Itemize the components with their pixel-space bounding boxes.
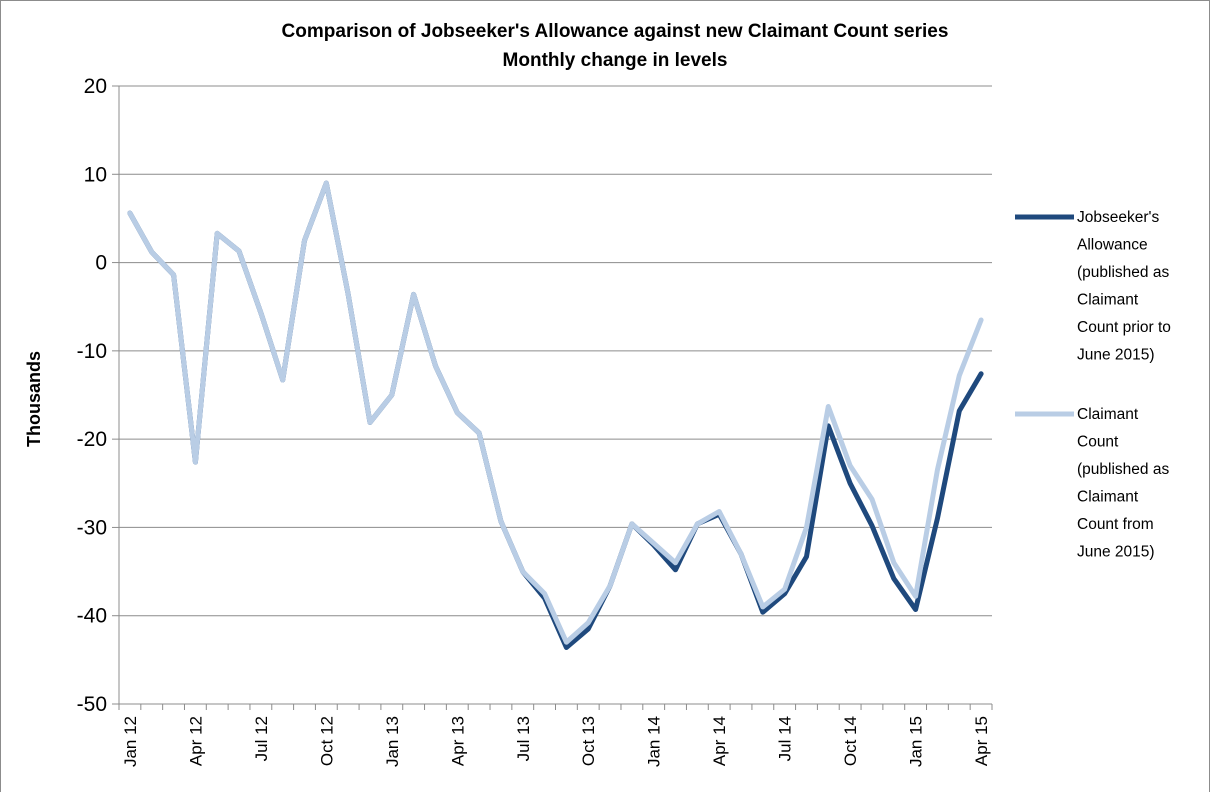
y-axis-ticks: 20 10 0 -10 -20 -30 -40 -50 — [77, 75, 107, 716]
x-tick-label: Oct 14 — [841, 716, 860, 766]
legend-label: Allowance — [1077, 237, 1148, 254]
x-tick-label: Jul 12 — [252, 716, 271, 761]
legend-label: June 2015) — [1077, 544, 1155, 561]
series-line-claimant-count — [127, 180, 984, 645]
legend-label: June 2015) — [1077, 347, 1155, 364]
series-line-jobseekers-allowance — [127, 180, 984, 650]
x-tick-label: Jan 13 — [383, 716, 402, 767]
y-tick-label: -50 — [77, 693, 107, 716]
x-tick-label: Apr 13 — [448, 716, 467, 766]
series-lines — [127, 180, 984, 650]
y-axis-label: Thousands — [24, 351, 44, 447]
legend-label: Claimant — [1077, 292, 1139, 309]
x-tick-label: Oct 13 — [579, 716, 598, 766]
x-tick-label: Jan 14 — [645, 716, 664, 767]
y-tick-label: -40 — [77, 605, 107, 628]
x-tick-label: Apr 14 — [710, 716, 729, 766]
y-tick-label: -30 — [77, 516, 107, 539]
y-tick-label: 20 — [84, 75, 107, 98]
legend-label: Count prior to — [1077, 319, 1171, 336]
legend: Jobseeker's Allowance (published as Claiman… — [1015, 209, 1171, 561]
x-axis-ticks: Jan 12 Apr 12 Jul 12 Oct 12 Jan 13 Apr 13 Jul … — [121, 716, 991, 767]
chart-subtitle: Monthly change in levels — [503, 50, 728, 71]
legend-label: Jobseeker's — [1077, 209, 1159, 226]
legend-label: (published as — [1077, 461, 1169, 478]
x-tick-label: Jan 12 — [121, 716, 140, 767]
legend-label: Claimant — [1077, 406, 1139, 423]
y-tick-label: -10 — [77, 340, 107, 363]
x-tick-label: Jul 13 — [514, 716, 533, 761]
x-tick-label: Jul 14 — [776, 716, 795, 761]
y-tick-label: -20 — [77, 428, 107, 451]
x-tick-label: Apr 15 — [972, 716, 991, 766]
x-tick-label: Oct 12 — [317, 716, 336, 766]
legend-label: Count from — [1077, 516, 1154, 533]
x-tick-label: Jan 15 — [907, 716, 926, 767]
x-tick-label: Apr 12 — [186, 716, 205, 766]
legend-label: Claimant — [1077, 489, 1139, 506]
y-tick-label: 0 — [95, 252, 107, 275]
chart-title: Comparison of Jobseeker's Allowance agai… — [282, 21, 949, 42]
y-tick-label: 10 — [84, 163, 107, 186]
legend-label: (published as — [1077, 264, 1169, 281]
legend-label: Count — [1077, 434, 1119, 451]
